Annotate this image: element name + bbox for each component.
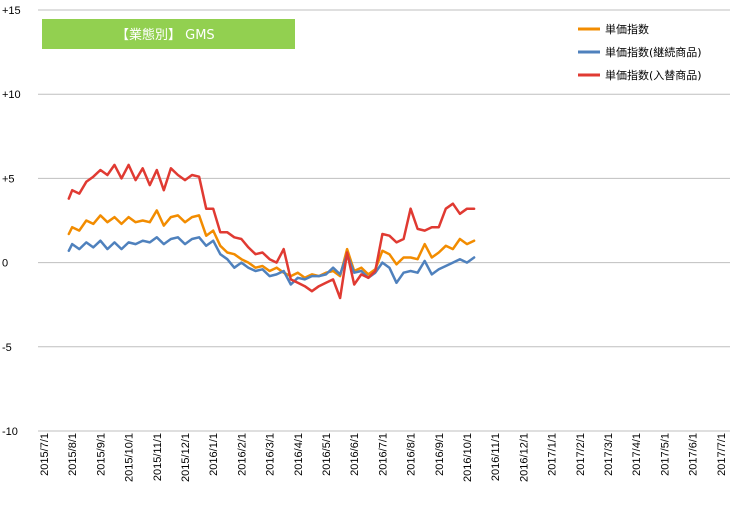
x-tick-label: 2016/9/1: [434, 433, 446, 476]
x-tick-label: 2017/7/1: [716, 433, 728, 476]
x-tick-label: 2015/12/1: [180, 433, 192, 482]
x-tick-label: 2016/5/1: [321, 433, 333, 476]
y-tick-label: +10: [2, 89, 21, 101]
legend-label: 単価指数(入替商品): [605, 68, 702, 82]
data-series: [67, 163, 476, 300]
x-tick-label: 2016/11/1: [490, 433, 502, 481]
x-tick-label: 2017/1/1: [547, 433, 559, 476]
x-tick-label: 2016/1/1: [208, 433, 220, 476]
x-tick-label: 2016/4/1: [293, 433, 305, 476]
y-tick-label: -5: [2, 342, 12, 354]
x-tick-label: 2016/2/1: [236, 433, 248, 476]
x-tick-label: 2015/11/1: [152, 433, 164, 481]
x-tick-label: 2015/8/1: [67, 433, 79, 476]
x-tick-label: 2015/7/1: [39, 433, 51, 476]
x-tick-label: 2015/10/1: [124, 433, 136, 482]
legend-label: 単価指数(継続商品): [605, 45, 702, 59]
y-tick-label: +5: [2, 173, 15, 185]
x-tick-label: 2016/3/1: [265, 433, 277, 476]
y-tick-label: 0: [2, 258, 8, 270]
series-line-3: [67, 163, 476, 300]
x-tick-label: 2015/9/1: [95, 433, 107, 476]
chart-title-background: [42, 19, 295, 49]
x-axis-tick-labels: 2015/7/1 2015/8/1 2015/9/1 2015/10/1 2015/11…: [39, 433, 728, 482]
y-axis-tick-labels: +15 +10 +5 0 -5 -10: [2, 5, 21, 438]
x-tick-label: 2017/3/1: [603, 433, 615, 476]
x-tick-label: 2016/7/1: [377, 433, 389, 476]
x-tick-label: 2017/6/1: [688, 433, 700, 476]
x-tick-label: 2016/10/1: [462, 433, 474, 482]
x-tick-label: 2016/12/1: [518, 433, 530, 482]
y-tick-label: -10: [2, 426, 18, 438]
y-tick-label: +15: [2, 5, 21, 17]
x-tick-label: 2017/5/1: [659, 433, 671, 476]
x-tick-label: 2017/2/1: [575, 433, 587, 476]
series-line-2: [67, 236, 476, 286]
series-line-1: [67, 209, 476, 280]
legend-label: 単価指数: [605, 22, 649, 36]
chart-title-box: 【業態別】 GMS: [42, 19, 295, 49]
x-tick-label: 2017/4/1: [631, 433, 643, 476]
chart-title: 【業態別】 GMS: [116, 27, 215, 43]
x-tick-label: 2016/6/1: [349, 433, 361, 476]
x-tick-label: 2016/8/1: [406, 433, 418, 476]
